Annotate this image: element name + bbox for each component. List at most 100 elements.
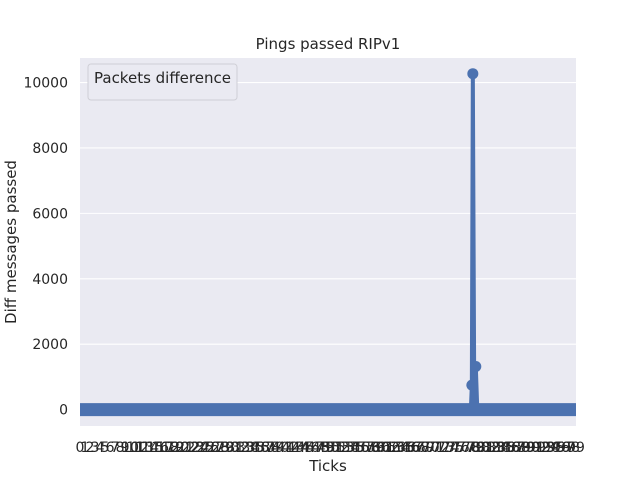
x-tick-label: 39 bbox=[266, 440, 284, 456]
x-tick-label: 82 bbox=[482, 440, 500, 456]
x-tick-label: 84 bbox=[492, 440, 510, 456]
x-tick-label: 24 bbox=[191, 440, 209, 456]
x-tick-label: 3 bbox=[91, 440, 100, 456]
x-tick-labels: 0123456789101112131415161718192021222324… bbox=[76, 440, 585, 456]
x-tick-label: 33 bbox=[236, 440, 254, 456]
x-tick-label: 54 bbox=[342, 440, 360, 456]
x-tick-label: 65 bbox=[397, 440, 415, 456]
y-tick-label: 4000 bbox=[32, 272, 68, 288]
x-tick-label: 5 bbox=[101, 440, 110, 456]
x-tick-label: 92 bbox=[532, 440, 550, 456]
x-tick-label: 96 bbox=[552, 440, 570, 456]
x-tick-label: 59 bbox=[367, 440, 385, 456]
x-tick-label: 83 bbox=[487, 440, 505, 456]
x-tick-label: 20 bbox=[171, 440, 189, 456]
x-tick-label: 73 bbox=[437, 440, 455, 456]
x-tick-label: 30 bbox=[221, 440, 239, 456]
legend-box bbox=[87, 63, 238, 101]
data-point bbox=[466, 379, 478, 391]
x-tick-label: 60 bbox=[372, 440, 390, 456]
x-tick-label: 99 bbox=[567, 440, 585, 456]
x-tick-label: 0 bbox=[76, 440, 85, 456]
x-tick-label: 12 bbox=[131, 440, 149, 456]
x-tick-label: 37 bbox=[256, 440, 274, 456]
x-tick-label: 13 bbox=[136, 440, 154, 456]
x-tick-label: 38 bbox=[261, 440, 279, 456]
y-tick-label: 8000 bbox=[32, 141, 68, 157]
x-tick-label: 55 bbox=[347, 440, 365, 456]
y-tick-label: 6000 bbox=[32, 206, 68, 222]
x-tick-label: 40 bbox=[271, 440, 289, 456]
x-tick-label: 2 bbox=[86, 440, 95, 456]
x-tick-label: 10 bbox=[121, 440, 139, 456]
chart-title: Pings passed RIPv1 bbox=[256, 35, 401, 53]
x-axis-label: Ticks bbox=[308, 457, 347, 475]
legend: Packets difference bbox=[87, 63, 238, 101]
x-tick-label: 18 bbox=[161, 440, 179, 456]
x-tick-label: 49 bbox=[317, 440, 335, 456]
x-tick-label: 67 bbox=[407, 440, 425, 456]
x-tick-label: 8 bbox=[116, 440, 125, 456]
x-tick-label: 48 bbox=[312, 440, 330, 456]
x-tick-label: 57 bbox=[357, 440, 375, 456]
x-tick-label: 15 bbox=[146, 440, 164, 456]
x-tick-label: 43 bbox=[287, 440, 305, 456]
x-tick-label: 89 bbox=[517, 440, 535, 456]
x-tick-label: 29 bbox=[216, 440, 234, 456]
x-tick-label: 23 bbox=[186, 440, 204, 456]
x-tick-label: 26 bbox=[201, 440, 219, 456]
x-tick-label: 6 bbox=[106, 440, 115, 456]
x-tick-label: 1 bbox=[81, 440, 90, 456]
x-tick-label: 85 bbox=[497, 440, 515, 456]
x-tick-label: 28 bbox=[211, 440, 229, 456]
x-tick-label: 47 bbox=[307, 440, 325, 456]
x-tick-label: 94 bbox=[542, 440, 560, 456]
x-tick-label: 52 bbox=[332, 440, 350, 456]
x-tick-label: 81 bbox=[477, 440, 495, 456]
y-tick-label: 2000 bbox=[32, 337, 68, 353]
x-tick-label: 51 bbox=[327, 440, 345, 456]
x-tick-label: 35 bbox=[246, 440, 264, 456]
x-tick-label: 97 bbox=[557, 440, 575, 456]
x-tick-label: 63 bbox=[387, 440, 405, 456]
data-point bbox=[467, 68, 479, 80]
x-tick-label: 46 bbox=[302, 440, 320, 456]
x-tick-label: 9 bbox=[121, 440, 130, 456]
x-tick-label: 53 bbox=[337, 440, 355, 456]
x-tick-label: 31 bbox=[226, 440, 244, 456]
x-tick-label: 45 bbox=[297, 440, 315, 456]
x-tick-label: 70 bbox=[422, 440, 440, 456]
x-tick-label: 25 bbox=[196, 440, 214, 456]
x-tick-label: 88 bbox=[512, 440, 530, 456]
x-tick-label: 76 bbox=[452, 440, 470, 456]
x-tick-label: 86 bbox=[502, 440, 520, 456]
x-tick-label: 72 bbox=[432, 440, 450, 456]
x-tick-label: 19 bbox=[166, 440, 184, 456]
x-tick-label: 93 bbox=[537, 440, 555, 456]
y-tick-label: 10000 bbox=[23, 76, 68, 92]
data-point bbox=[470, 360, 482, 372]
x-tick-label: 17 bbox=[156, 440, 174, 456]
x-tick-label: 44 bbox=[292, 440, 310, 456]
x-tick-label: 56 bbox=[352, 440, 370, 456]
x-tick-label: 62 bbox=[382, 440, 400, 456]
x-tick-label: 80 bbox=[472, 440, 490, 456]
x-tick-label: 34 bbox=[241, 440, 259, 456]
x-tick-label: 87 bbox=[507, 440, 525, 456]
x-tick-label: 4 bbox=[96, 440, 105, 456]
x-tick-label: 32 bbox=[231, 440, 249, 456]
x-tick-label: 21 bbox=[176, 440, 194, 456]
series-line bbox=[80, 71, 576, 412]
x-tick-label: 90 bbox=[522, 440, 540, 456]
x-tick-label: 71 bbox=[427, 440, 445, 456]
y-axis-label: Diff messages passed bbox=[2, 160, 20, 324]
x-tick-label: 91 bbox=[527, 440, 545, 456]
x-tick-label: 16 bbox=[151, 440, 169, 456]
x-tick-label: 61 bbox=[377, 440, 395, 456]
x-tick-label: 64 bbox=[392, 440, 410, 456]
y-tick-labels: 0 2000 4000 6000 8000 10000 bbox=[23, 76, 68, 419]
x-tick-label: 79 bbox=[467, 440, 485, 456]
x-tick-label: 27 bbox=[206, 440, 224, 456]
x-tick-label: 7 bbox=[111, 440, 120, 456]
